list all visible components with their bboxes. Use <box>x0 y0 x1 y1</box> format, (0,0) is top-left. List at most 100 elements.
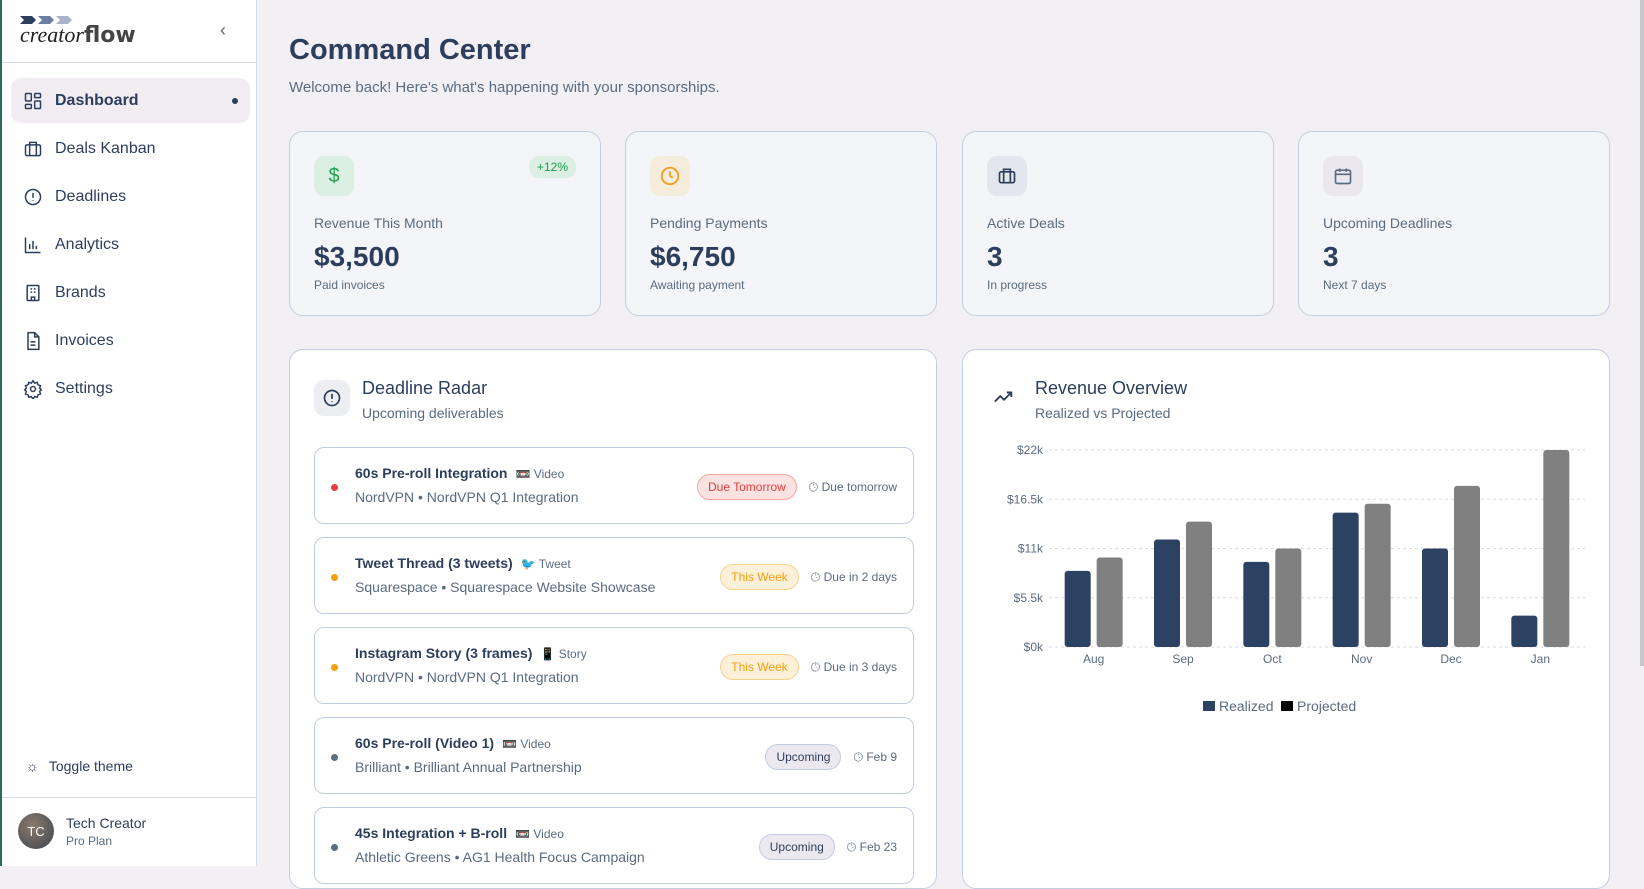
sidebar-item-deals-kanban[interactable]: Deals Kanban <box>11 126 250 171</box>
bar-projected <box>1186 521 1212 647</box>
bar-chart-icon <box>24 237 41 253</box>
growth-badge: +12% <box>528 156 576 178</box>
bar-projected <box>1275 548 1302 647</box>
calendar-icon <box>1323 156 1363 196</box>
panel-subtitle: Realized vs Projected <box>1035 405 1171 421</box>
status-badge: Due Tomorrow <box>696 474 797 500</box>
deliverable-type: 📼 Video <box>515 827 564 841</box>
sidebar-item-dashboard[interactable]: Dashboard <box>11 78 250 123</box>
deliverable-title: 60s Pre-roll Integration <box>355 465 508 481</box>
sidebar-item-label: Dashboard <box>55 91 139 109</box>
due-date: 🕓︎ Due tomorrow <box>808 479 897 494</box>
page-title: Command Center <box>289 34 531 66</box>
legend-swatch <box>1203 701 1215 711</box>
type-label: Video <box>533 467 565 481</box>
panel-subtitle: Upcoming deliverables <box>362 405 504 421</box>
type-icon: 📱 <box>540 647 556 661</box>
legend-label: Projected <box>1297 698 1356 714</box>
bar-realized <box>1154 539 1180 647</box>
collapse-sidebar-button[interactable]: ‹ <box>220 20 226 40</box>
type-label: Video <box>533 827 564 841</box>
trending-up-icon <box>993 386 1015 413</box>
stat-value: 3 <box>987 241 1003 272</box>
x-tick-label: Oct <box>1263 652 1282 666</box>
status-dot <box>331 484 338 491</box>
stat-hint: Awaiting payment <box>650 278 745 292</box>
type-icon: 📼 <box>502 737 517 751</box>
status-badge: Upcoming <box>758 834 835 860</box>
stat-label: Revenue This Month <box>314 215 443 231</box>
sidebar-item-settings[interactable]: Settings <box>11 366 250 411</box>
due-date: 🕓︎ Due in 2 days <box>810 569 897 584</box>
status-badge: This Week <box>720 564 799 590</box>
sidebar-item-analytics[interactable]: Analytics <box>11 222 250 267</box>
clock-icon: 🕓︎ <box>853 749 863 764</box>
y-tick-label: $11k <box>1018 542 1044 556</box>
deadline-radar-panel: Deadline Radar Upcoming deliverables 60s… <box>289 349 937 889</box>
due-date: 🕓︎ Feb 9 <box>853 749 897 764</box>
clock-icon: 🕓︎ <box>810 659 821 674</box>
bar-realized <box>1422 548 1448 647</box>
status-dot <box>331 844 338 851</box>
x-tick-label: Nov <box>1351 652 1372 666</box>
y-tick-label: $0k <box>1024 640 1044 654</box>
sidebar-item-label: Invoices <box>55 331 114 349</box>
stat-card-active-deals: Active Deals 3 In progress <box>962 131 1274 316</box>
bar-projected <box>1364 503 1391 647</box>
y-tick-label: $22k <box>1017 443 1044 457</box>
deliverable-title: 60s Pre-roll (Video 1) <box>355 735 495 751</box>
x-tick-label: Jan <box>1531 652 1550 666</box>
y-tick-label: $16.5k <box>1007 492 1044 506</box>
deadline-item[interactable]: 45s Integration + B-roll 📼 Video Athletic… <box>314 807 914 884</box>
sidebar-item-label: Analytics <box>55 235 120 253</box>
status-dot <box>331 574 338 581</box>
logo[interactable]: creatorflow <box>20 16 136 47</box>
bar-realized <box>1511 615 1538 647</box>
sidebar-item-brands[interactable]: Brands <box>11 270 250 315</box>
sidebar-item-label: Brands <box>55 283 106 301</box>
deadline-item[interactable]: Instagram Story (3 frames) 📱 Story NordVP… <box>314 627 914 704</box>
due-date: 🕓︎ Feb 23 <box>846 839 897 854</box>
sidebar-nav: Dashboard Deals Kanban Deadlines Analyti… <box>11 78 250 414</box>
deliverable-type: 📼 Video <box>502 737 551 751</box>
sun-icon: ☼ <box>26 758 39 774</box>
bar-realized <box>1064 570 1091 647</box>
y-tick-label: $5.5k <box>1014 591 1044 605</box>
deadline-item[interactable]: 60s Pre-roll (Video 1) 📼 Video Brilliant … <box>314 717 914 794</box>
type-label: Story <box>558 647 587 661</box>
deal-info: Squarespace • Squarespace Website Showca… <box>355 579 656 595</box>
page-subtitle: Welcome back! Here's what's happening wi… <box>289 79 720 96</box>
briefcase-icon <box>24 141 42 156</box>
alert-circle-icon <box>24 188 42 205</box>
deliverable-title: Tweet Thread (3 tweets) <box>355 555 513 571</box>
stat-label: Upcoming Deadlines <box>1323 215 1453 231</box>
sidebar-item-invoices[interactable]: Invoices <box>11 318 250 363</box>
deadline-item[interactable]: 60s Pre-roll Integration 📼 Video NordVPN … <box>314 447 914 524</box>
gear-icon <box>23 378 43 399</box>
stat-card-upcoming-deadlines: Upcoming Deadlines 3 Next 7 days <box>1298 131 1610 316</box>
toggle-theme-button[interactable]: ☼ Toggle theme <box>26 758 133 774</box>
sidebar-item-label: Settings <box>55 379 113 397</box>
scrollbar[interactable] <box>1640 0 1644 666</box>
file-text-icon <box>27 331 40 350</box>
user-profile[interactable]: TC Tech Creator Pro Plan <box>18 813 146 849</box>
stat-hint: Paid invoices <box>314 278 385 292</box>
x-tick-label: Sep <box>1172 652 1194 666</box>
bar-projected <box>1543 450 1570 647</box>
legend-swatch <box>1281 701 1293 711</box>
revenue-overview-panel: Revenue Overview Realized vs Projected $… <box>962 349 1610 889</box>
status-dot <box>331 664 338 671</box>
clock-icon: 🕓︎ <box>810 569 821 584</box>
panel-title: Deadline Radar <box>362 378 488 398</box>
dollar-icon: $ <box>314 156 354 196</box>
type-icon: 🐦 <box>520 557 536 571</box>
avatar: TC <box>18 813 54 849</box>
deal-info: NordVPN • NordVPN Q1 Integration <box>355 669 579 685</box>
sidebar-item-deadlines[interactable]: Deadlines <box>11 174 250 219</box>
bar-realized <box>1332 512 1359 647</box>
x-tick-label: Dec <box>1440 652 1461 666</box>
deadline-item[interactable]: Tweet Thread (3 tweets) 🐦 Tweet Squarespa… <box>314 537 914 614</box>
stat-hint: Next 7 days <box>1323 278 1387 292</box>
grid-icon <box>24 92 42 109</box>
status-badge: This Week <box>720 654 799 680</box>
